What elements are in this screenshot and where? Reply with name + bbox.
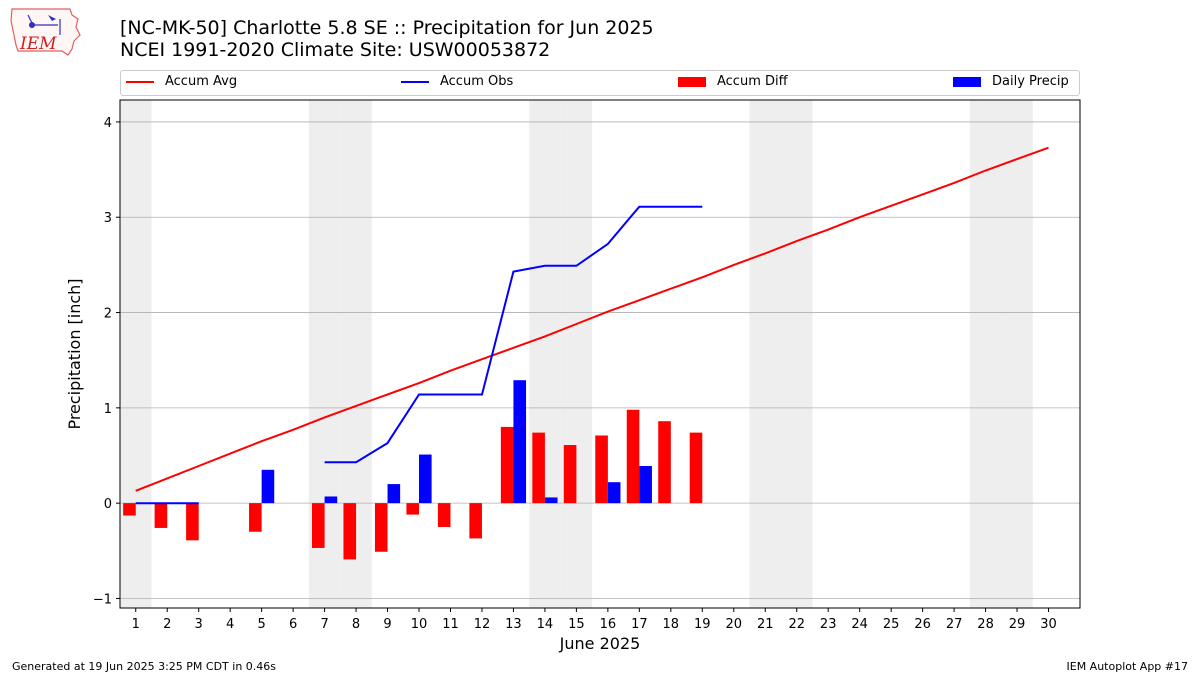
weekend-shade-day-21 <box>749 100 781 608</box>
daily-precip-bar-day-5 <box>261 469 275 504</box>
y-tick-label-1: 1 <box>104 402 112 417</box>
footer-generated: Generated at 19 Jun 2025 3:25 PM CDT in … <box>12 660 277 673</box>
plot-area <box>120 100 1080 608</box>
accum-diff-bar-day-11 <box>437 503 451 527</box>
y-tick-label-3: 3 <box>104 211 112 226</box>
legend-label-accum-diff: Accum Diff <box>717 74 788 89</box>
x-tick-label-18: 18 <box>663 617 680 632</box>
legend-swatch-daily-precip <box>953 76 981 87</box>
accum-obs-line <box>135 205 703 505</box>
x-tick-label-1: 1 <box>132 617 140 632</box>
x-tick-label-30: 30 <box>1040 617 1057 632</box>
x-tick-label-24: 24 <box>851 617 868 632</box>
logo-text: IEM <box>19 34 57 54</box>
x-tick-label-9: 9 <box>383 617 391 632</box>
x-tick-label-22: 22 <box>788 617 805 632</box>
x-tick-label-27: 27 <box>946 617 963 632</box>
weekend-shade-day-22 <box>780 100 813 608</box>
x-tick-label-26: 26 <box>914 617 931 632</box>
x-tick-label-25: 25 <box>883 617 900 632</box>
weekend-shade-day-14 <box>529 100 561 608</box>
x-tick-label-16: 16 <box>600 617 617 632</box>
x-tick-label-20: 20 <box>725 617 742 632</box>
accum-diff-bar-day-3 <box>186 503 199 541</box>
accum-diff-bar-day-19 <box>689 432 703 504</box>
plot-frame <box>119 99 1081 609</box>
accum-diff-bar-day-10 <box>406 503 420 515</box>
x-tick-label-14: 14 <box>537 617 554 632</box>
x-tick-label-6: 6 <box>289 617 297 632</box>
legend-label-daily-precip: Daily Precip <box>992 74 1069 89</box>
weekend-shade-day-1 <box>120 100 152 608</box>
chart-title: [NC-MK-50] Charlotte 5.8 SE :: Precipita… <box>120 17 654 39</box>
daily-precip-bar-day-13 <box>513 380 527 504</box>
chart-subtitle: NCEI 1991-2020 Climate Site: USW00053872 <box>120 39 551 61</box>
iem-logo: IEM <box>10 8 81 56</box>
legend-item-accum-avg: Accum Avg <box>126 74 237 89</box>
accum-diff-bar-day-2 <box>154 503 168 528</box>
accum-diff-bar-day-12 <box>469 503 482 539</box>
x-tick-label-19: 19 <box>694 617 711 632</box>
x-tick-label-17: 17 <box>631 617 648 632</box>
y-tick-label-2: 2 <box>104 307 112 322</box>
daily-precip-bar-day-17 <box>639 465 652 504</box>
legend-swatch-accum-avg <box>126 80 154 83</box>
accum-diff-bar-day-9 <box>374 503 388 552</box>
x-tick-label-11: 11 <box>442 617 459 632</box>
y-axis-label: Precipitation [inch] <box>65 278 84 429</box>
legend-swatch-accum-diff <box>678 76 706 87</box>
legend-item-accum-diff: Accum Diff <box>678 74 788 89</box>
x-tick-label-13: 13 <box>505 617 522 632</box>
legend-swatch-accum-obs <box>401 80 429 83</box>
daily-precip-bar-day-7 <box>324 496 338 504</box>
daily-precip-bar-day-10 <box>419 454 432 504</box>
y-tick-label-0: 0 <box>104 497 112 512</box>
x-tick-label-3: 3 <box>195 617 203 632</box>
accum-diff-bar-day-8 <box>343 503 357 560</box>
accum-diff-bar-day-5 <box>249 503 262 532</box>
iowa-outline-icon <box>10 8 81 56</box>
weekend-shade-day-15 <box>560 100 593 608</box>
accum-diff-bar-day-15 <box>563 445 577 504</box>
y-tick-label-4: 4 <box>104 116 112 131</box>
x-tick-label-5: 5 <box>257 617 265 632</box>
x-tick-label-10: 10 <box>411 617 428 632</box>
accum-diff-bar-day-17 <box>626 409 640 504</box>
x-tick-label-7: 7 <box>320 617 328 632</box>
x-axis-label: June 2025 <box>559 634 641 653</box>
chart-legend: Accum Avg Accum Obs Accum Diff Daily Pre… <box>120 70 1080 96</box>
legend-item-accum-obs: Accum Obs <box>401 74 513 89</box>
accum-diff-bar-day-18 <box>658 421 671 504</box>
x-tick-label-4: 4 <box>226 617 234 632</box>
accum-diff-bar-day-13 <box>500 426 514 504</box>
x-tick-label-15: 15 <box>568 617 585 632</box>
x-tick-label-2: 2 <box>163 617 171 632</box>
accum-avg-line <box>135 146 1049 492</box>
legend-item-daily-precip: Daily Precip <box>953 74 1069 89</box>
legend-label-accum-obs: Accum Obs <box>440 74 514 89</box>
x-tick-label-29: 29 <box>1009 617 1026 632</box>
x-tick-label-8: 8 <box>352 617 360 632</box>
accum-diff-bar-day-1 <box>123 503 136 516</box>
x-tick-label-23: 23 <box>820 617 837 632</box>
daily-precip-bar-day-9 <box>387 484 401 504</box>
accum-diff-bar-day-7 <box>312 503 325 548</box>
x-tick-label-21: 21 <box>757 617 774 632</box>
accum-diff-bar-day-14 <box>532 432 545 504</box>
daily-precip-bar-day-16 <box>607 482 621 504</box>
footer-app: IEM Autoplot App #17 <box>1066 660 1189 673</box>
y-tick-label--1: −1 <box>93 592 112 607</box>
x-tick-label-12: 12 <box>474 617 491 632</box>
weekend-shade-day-29 <box>1001 100 1033 608</box>
legend-label-accum-avg: Accum Avg <box>165 74 238 89</box>
weekend-shade-day-28 <box>969 100 1002 608</box>
daily-precip-bar-day-14 <box>544 497 558 504</box>
x-tick-label-28: 28 <box>977 617 994 632</box>
accum-diff-bar-day-16 <box>595 435 608 504</box>
